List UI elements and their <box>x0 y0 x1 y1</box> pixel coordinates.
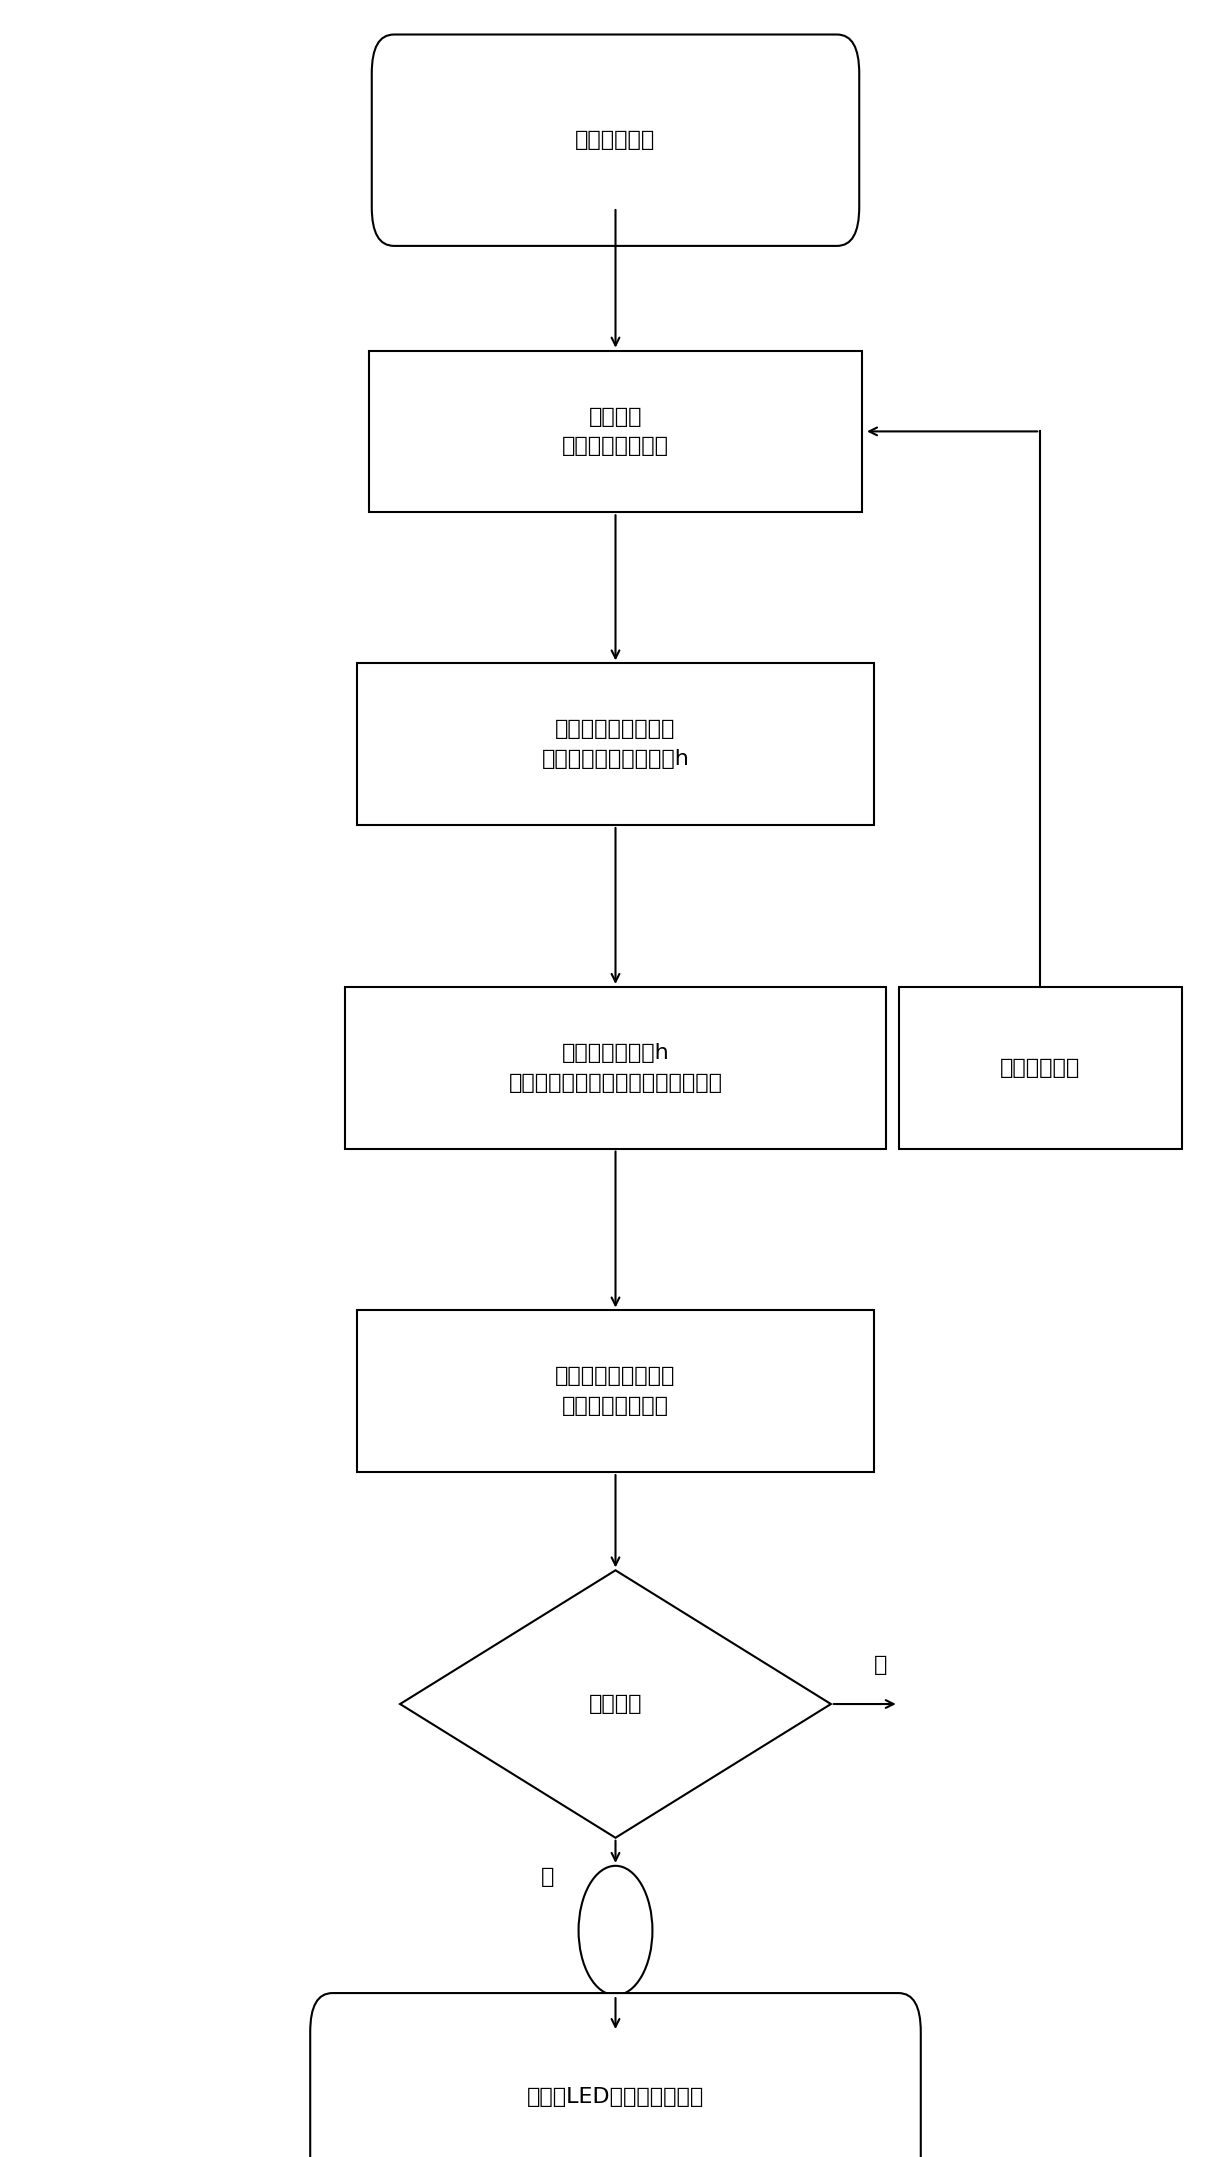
Circle shape <box>579 1866 652 1995</box>
FancyBboxPatch shape <box>372 35 859 246</box>
Text: 否: 否 <box>542 1866 554 1887</box>
Text: 利用第一级分级序列
计算得到信道的估计値h: 利用第一级分级序列 计算得到信道的估计値h <box>542 720 689 768</box>
Bar <box>357 664 874 824</box>
Text: 同步接收
得到分级前导序列: 同步接收 得到分级前导序列 <box>563 408 668 455</box>
Text: 利用信道估计値h
得到后几级序列的发送序列的估计値: 利用信道估计値h 得到后几级序列的发送序列的估计値 <box>508 1044 723 1091</box>
FancyBboxPatch shape <box>310 1993 921 2157</box>
Bar <box>369 352 862 513</box>
Bar <box>345 988 886 1148</box>
Text: 工作在LED合适的线性区域: 工作在LED合适的线性区域 <box>527 2086 704 2107</box>
Polygon shape <box>400 1570 831 1838</box>
Text: 发生限幅: 发生限幅 <box>588 1693 643 1715</box>
Text: 是: 是 <box>874 1654 886 1676</box>
Bar <box>899 988 1182 1148</box>
Text: 合理调整偏置: 合理调整偏置 <box>1000 1057 1081 1078</box>
Bar <box>357 1311 874 1473</box>
Text: 计算出后几级序列的
正、负限幅百分比: 计算出后几级序列的 正、负限幅百分比 <box>555 1368 676 1415</box>
Text: 发送前导序列: 发送前导序列 <box>575 129 656 151</box>
